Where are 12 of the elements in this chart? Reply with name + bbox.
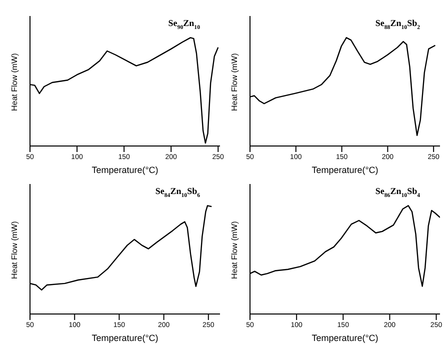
y-axis-title: Heat Flow (mW): [10, 220, 19, 279]
x-axis-title: Temperature(°C): [92, 165, 158, 175]
x-axis-title: Temperature(°C): [312, 165, 378, 175]
series-label: Se$_{86}$Zn$_{10}$Sb$_{4}$: [375, 186, 420, 199]
y-axis-title: Heat Flow (mW): [10, 52, 19, 111]
series-label: Se$_{88}$Zn$_{10}$Sb$_{2}$: [375, 18, 420, 31]
y-axis-title: Heat Flow (mW): [230, 52, 239, 111]
series-label: Se$_{90}$Zn$_{10}$: [168, 18, 200, 31]
x-axis-title: Temperature(°C): [92, 333, 158, 343]
x-axis-title: Temperature(°C): [312, 333, 378, 343]
y-axis-title: Heat Flow (mW): [230, 220, 239, 279]
series-label: Se$_{84}$Zn$_{10}$Sb$_{6}$: [155, 186, 200, 199]
